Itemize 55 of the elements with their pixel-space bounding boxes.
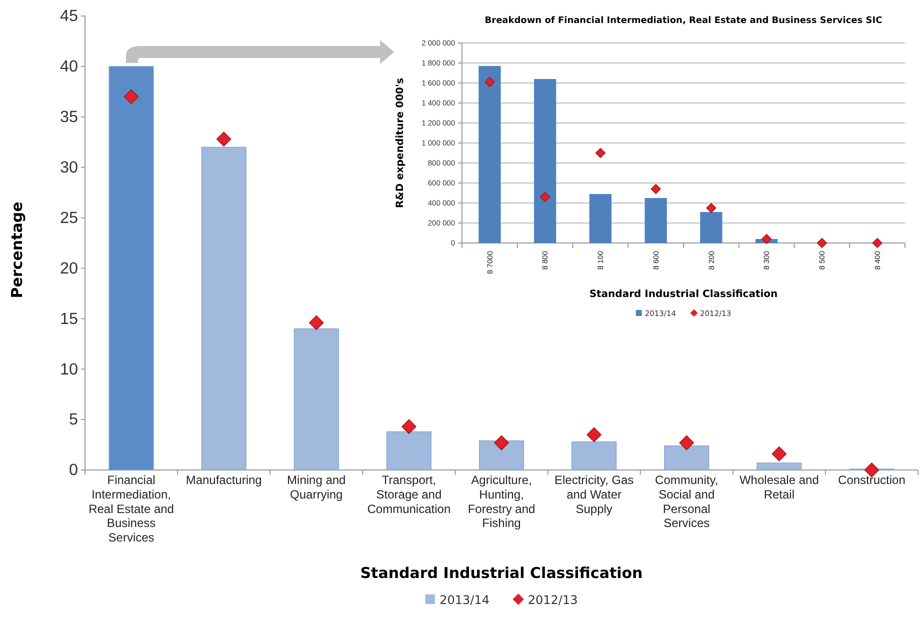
point	[679, 435, 694, 450]
point	[595, 148, 606, 158]
point	[484, 76, 495, 88]
x-axis-title: Standard Industrial Classification	[360, 564, 643, 582]
x-tick-label: Community, Social and Personal Services	[655, 473, 718, 530]
y-tick-label: 10	[60, 360, 78, 378]
point	[494, 435, 509, 450]
point	[816, 238, 827, 248]
x-tick-label: Agriculture, Hunting, Forestry and Fishing	[468, 473, 536, 530]
chart-title: Breakdown of Financial Intermediation, Real Estate and Business Services SIC	[484, 16, 883, 26]
x-tick-label: Transport, Storage and Communication	[367, 473, 451, 516]
y-axis-title: Percentage	[8, 202, 26, 298]
y-tick-label: 20	[60, 259, 78, 278]
x-tick-label: Construction	[838, 473, 906, 487]
x-tick-label: Electricity, Gas and Water Supply	[554, 473, 634, 516]
bar	[572, 441, 617, 470]
point	[402, 419, 416, 434]
y-tick-label: 45	[60, 7, 78, 26]
bar	[644, 198, 667, 243]
point	[872, 238, 882, 248]
bar	[534, 79, 556, 243]
bar	[108, 66, 154, 470]
y-tick-label: 25	[60, 208, 78, 227]
y-tick-label: 15	[60, 310, 78, 328]
point	[586, 427, 602, 442]
point	[650, 184, 661, 194]
bar	[201, 146, 246, 470]
bar	[756, 462, 802, 470]
bar	[589, 194, 612, 243]
bar	[386, 431, 432, 470]
x-tick-label: Manufacturing	[186, 473, 262, 487]
x-tick-label: Mining and Quarrying	[287, 473, 346, 502]
legend-label: 2012/13	[528, 593, 578, 607]
bar	[700, 212, 722, 243]
bar	[294, 328, 339, 470]
bar	[664, 445, 710, 470]
x-axis-title: Standard Industrial Classification	[589, 289, 778, 300]
y-tick-label: 30	[60, 158, 78, 177]
point	[762, 234, 772, 244]
point	[308, 315, 324, 330]
y-tick-label: 5	[68, 410, 78, 429]
bar	[478, 66, 501, 243]
bar	[478, 440, 524, 470]
y-axis-title: R&D expenditure 000's	[395, 78, 406, 208]
y-tick-label: 40	[60, 58, 78, 76]
legend-label: 2013/14	[440, 593, 490, 607]
point	[216, 132, 232, 147]
x-tick-label: Wholesale and Retail	[739, 473, 819, 502]
x-tick-label: Financial Intermediation, Real Estate and Business Services	[88, 473, 174, 545]
point	[540, 192, 550, 202]
y-tick-label: 35	[60, 108, 78, 126]
point	[706, 202, 716, 214]
y-tick-label: 0	[68, 461, 78, 480]
point	[124, 89, 139, 104]
point	[772, 446, 787, 462]
